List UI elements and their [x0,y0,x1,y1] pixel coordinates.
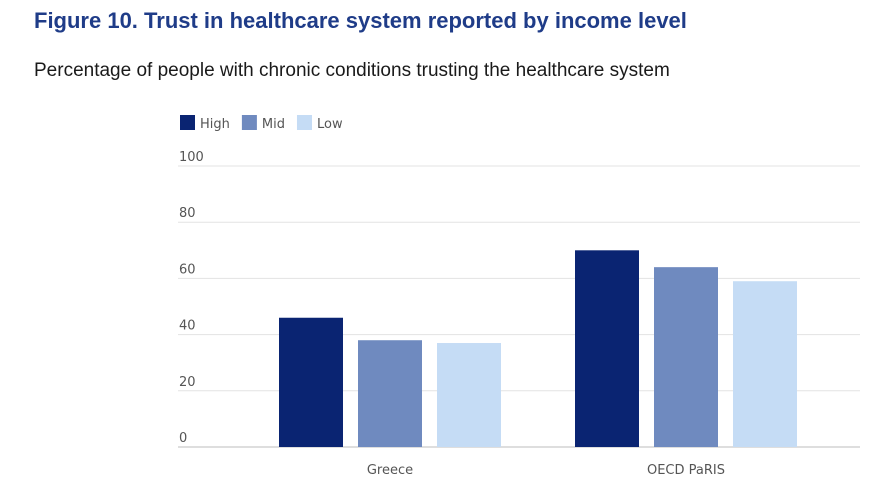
y-tick-label: 100 [179,150,204,165]
figure-title: Figure 10. Trust in healthcare system re… [34,8,687,33]
legend-label-high: High [200,117,230,132]
legend-swatch-high [180,115,195,130]
legend-swatch-low [296,115,312,130]
x-category-label: OECD PaRIS [647,463,725,478]
legend-swatch-mid [241,115,257,130]
figure-subtitle: Percentage of people with chronic condit… [34,60,670,81]
bar-oecd-paris-low [733,281,797,447]
bar-greece-low [437,343,501,447]
y-tick-label: 20 [179,375,196,390]
y-axis: 0 20 40 60 80 100 [179,150,204,446]
y-tick-label: 60 [179,262,196,277]
x-axis: Greece OECD PaRIS [367,463,725,478]
legend-label-low: Low [317,117,343,132]
y-tick-label: 80 [179,206,196,221]
x-category-label: Greece [367,463,413,478]
y-tick-label: 0 [179,431,187,446]
legend-label-mid: Mid [262,117,285,132]
legend: High Mid Low [180,115,343,132]
bar-oecd-paris-mid [654,267,718,447]
bar-greece-mid [358,340,422,447]
bar-greece-high [279,317,343,447]
bars [279,250,797,447]
y-tick-label: 40 [179,319,196,334]
bar-oecd-paris-high [575,250,639,447]
